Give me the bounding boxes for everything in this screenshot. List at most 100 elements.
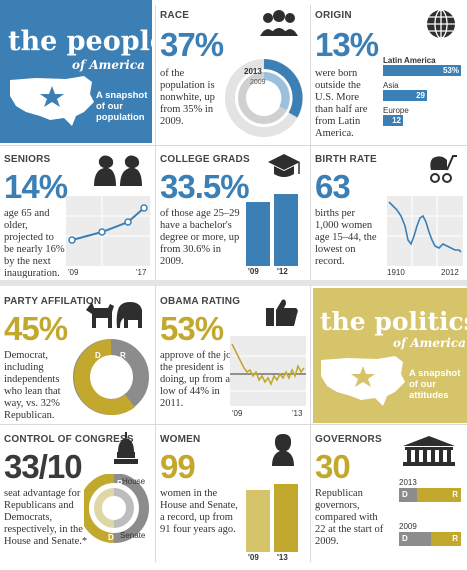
bar-2009 <box>246 202 270 266</box>
congress-text: seat advantage for Republicans and Democ… <box>4 488 88 547</box>
statehouse-icon <box>403 436 455 466</box>
people-title: the people <box>8 26 152 57</box>
governors-stat: 30 <box>315 448 351 485</box>
governors-panel: GOVERNORS 30 Republican governors, compa… <box>315 430 465 566</box>
people-title-panel: the people of America A snapshot of our … <box>0 0 152 143</box>
x-label: '09 <box>68 268 79 276</box>
bar-2009 <box>246 490 270 552</box>
origin-stat: 13% <box>315 26 379 63</box>
label-d: D <box>108 533 114 542</box>
birth-panel: BIRTH RATE 63 births per 1,000 women age… <box>315 150 465 278</box>
graduation-cap-icon <box>268 154 300 177</box>
people-tagline: A snapshot of our population <box>96 90 148 123</box>
people-subtitle: of America <box>72 58 145 72</box>
race-stat: 37% <box>160 26 224 63</box>
party-stat: 45% <box>4 310 68 347</box>
congress-panel: CONTROL OF CONGRESS 33/10 seat advantage… <box>4 430 154 566</box>
party-header: PARTY AFFILATION <box>4 296 102 307</box>
politics-tagline: A snapshot of our attitudes <box>409 368 461 401</box>
label-house: House <box>122 477 146 486</box>
bar-2013-r: R <box>417 488 461 502</box>
politics-title: the politics <box>320 307 467 336</box>
divider <box>0 145 467 146</box>
label-senate: Senate <box>120 531 146 540</box>
congress-header: CONTROL OF CONGRESS <box>4 434 134 445</box>
party-ring-chart: D R <box>73 339 149 415</box>
year-label: 2009 <box>399 522 417 531</box>
seniors-header: SENIORS <box>4 154 51 165</box>
seniors-stat: 14% <box>4 168 68 205</box>
party-text: Democrat, including independents who lea… <box>4 350 61 421</box>
politics-subtitle: of America <box>393 336 466 350</box>
race-text: of the population is nonwhite, up from 3… <box>160 68 215 127</box>
x-label: 1910 <box>387 268 405 276</box>
seniors-text: age 65 and older, projected to be nearly… <box>4 208 65 278</box>
bar-2009-r: R <box>431 532 461 546</box>
obama-stat: 53% <box>160 310 224 347</box>
donkey-elephant-icon <box>86 302 142 328</box>
senior-couple-icon <box>94 155 142 186</box>
origin-bars: Latin America 53% Asia 29 Europe 12 <box>383 56 463 126</box>
bar-label: Asia <box>383 81 399 90</box>
birth-header: BIRTH RATE <box>315 154 377 165</box>
x-label: '09 <box>248 267 259 276</box>
x-label: '13 <box>292 409 303 418</box>
birth-stat: 63 <box>315 168 351 205</box>
governors-header: GOVERNORS <box>315 434 382 445</box>
bar-2009-d: D <box>399 532 431 546</box>
bar-label: Europe <box>383 106 409 115</box>
women-text: women in the House and Senate, a record,… <box>160 488 238 535</box>
seniors-line-chart: '09 '17 <box>66 196 150 276</box>
baby-stroller-icon <box>430 155 457 183</box>
people-group-icon <box>260 10 298 36</box>
college-panel: COLLEGE GRADS 33.5% of those age 25–29 h… <box>160 150 308 278</box>
usa-map-icon <box>10 76 94 126</box>
race-header: RACE <box>160 10 190 21</box>
origin-panel: ORIGIN 13% were born outside the U.S. Mo… <box>315 6 465 144</box>
obama-text: approve of the job the president is doin… <box>160 350 237 409</box>
congress-ring-chart: R D House Senate <box>84 474 149 543</box>
politics-title-panel: the politics of America A snapshot of ou… <box>313 288 467 423</box>
woman-silhouette-icon <box>272 434 294 466</box>
globe-icon <box>427 9 455 39</box>
women-header: WOMEN <box>160 434 201 445</box>
bar-label: Latin America <box>383 56 436 65</box>
origin-header: ORIGIN <box>315 10 352 21</box>
ring-label-2009: 2009 <box>250 79 266 86</box>
x-label: '17 <box>136 268 147 276</box>
college-text: of those age 25–29 have a bachelor's deg… <box>160 208 240 267</box>
x-label: '13 <box>277 553 288 562</box>
section-separator <box>0 280 467 286</box>
governors-text: Republican governors, compared with 22 a… <box>315 488 384 547</box>
x-label: 2012 <box>441 268 459 276</box>
thumbs-up-icon <box>266 299 298 326</box>
obama-header: OBAMA RATING <box>160 296 241 307</box>
obama-rating-line-chart: '09 '13 <box>230 336 306 418</box>
ring-label-r: R <box>120 351 126 360</box>
bar-asia: 29 <box>383 90 427 101</box>
party-panel: PARTY AFFILATION 45% Democrat, including… <box>4 292 154 422</box>
year-label: 2013 <box>399 478 417 487</box>
x-label: '09 <box>248 553 259 562</box>
divider <box>0 424 467 425</box>
bar-latin-america: 53% <box>383 65 461 76</box>
women-stat: 99 <box>160 448 196 485</box>
bar-europe: 12 <box>383 115 403 126</box>
usa-map-icon <box>321 356 405 406</box>
origin-text: were born outside the U.S. More than hal… <box>315 68 368 139</box>
college-header: COLLEGE GRADS <box>160 154 250 165</box>
capitol-dome-icon <box>114 432 138 464</box>
college-stat: 33.5% <box>160 168 250 205</box>
x-label: '12 <box>277 267 288 276</box>
label-r: R <box>117 479 123 488</box>
race-ring-chart: 2013 2009 <box>225 59 303 137</box>
bar-2012 <box>274 194 298 266</box>
obama-panel: OBAMA RATING 53% approve of the job the … <box>160 292 308 422</box>
bar-2013 <box>274 484 298 552</box>
ring-label-2013: 2013 <box>244 67 262 76</box>
birth-rate-line-chart: 1910 2012 <box>387 196 463 276</box>
bar-2013-d: D <box>399 488 417 502</box>
birth-text: births per 1,000 women age 15–44, the lo… <box>315 208 377 267</box>
race-panel: RACE 37% of the population is nonwhite, … <box>160 6 308 144</box>
women-panel: WOMEN 99 women in the House and Senate, … <box>160 430 308 566</box>
